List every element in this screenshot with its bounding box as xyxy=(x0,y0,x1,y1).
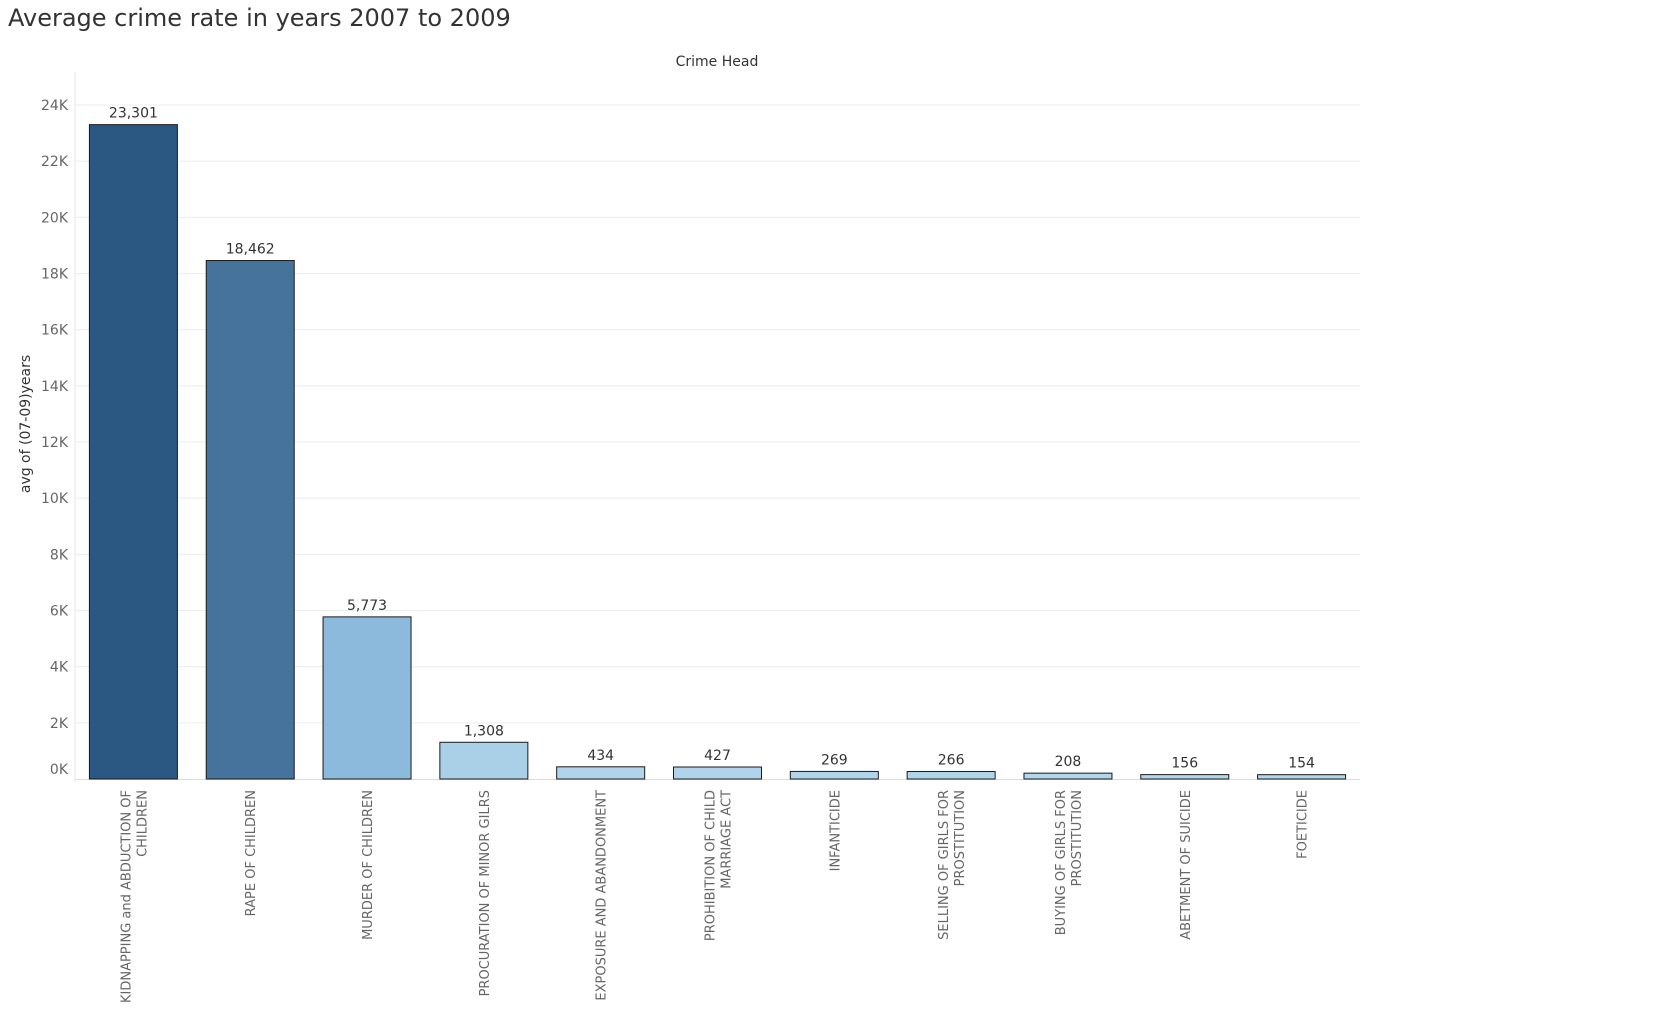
x-category-label-line: SELLING OF GIRLS FOR xyxy=(937,790,952,940)
x-category-label: PROCURATION OF MINOR GILRS xyxy=(478,790,493,996)
x-category-label: RAPE OF CHILDREN xyxy=(244,790,259,916)
x-category-label-line: KIDNAPPING and ABDUCTION OF xyxy=(119,790,134,1003)
y-tick-label: 0K xyxy=(50,762,69,778)
x-category-label: PROHIBITION OF CHILDMARRIAGE ACT xyxy=(704,790,735,941)
x-category-label: MURDER OF CHILDREN xyxy=(361,790,376,940)
y-tick-label: 22K xyxy=(41,154,69,170)
y-tick-label: 10K xyxy=(41,491,69,507)
x-category-label: SELLING OF GIRLS FORPROSTITUTION xyxy=(937,790,968,940)
y-tick-label: 8K xyxy=(50,547,69,563)
y-tick-label: 18K xyxy=(41,267,69,283)
bar-value-label: 18,462 xyxy=(226,242,275,258)
bar xyxy=(205,260,295,780)
bar xyxy=(673,766,762,780)
bar-value-label: 23,301 xyxy=(109,106,158,122)
x-category-label: BUYING OF GIRLS FORPROSTITUTION xyxy=(1054,790,1085,935)
y-axis-title: avg of (07-09)years xyxy=(18,355,34,493)
y-tick-label: 16K xyxy=(41,323,69,339)
bar xyxy=(88,124,178,780)
x-category-label-line: MURDER OF CHILDREN xyxy=(361,790,376,940)
x-category-label-line: PROSTITUTION xyxy=(953,790,968,886)
bar-value-label: 208 xyxy=(1055,754,1082,770)
bar-value-label: 1,308 xyxy=(464,723,504,739)
bar-value-label: 434 xyxy=(587,748,614,764)
bar xyxy=(1257,774,1347,780)
chart-title: Average crime rate in years 2007 to 2009 xyxy=(8,4,511,32)
y-tick-label: 2K xyxy=(50,716,69,732)
bar xyxy=(556,766,646,780)
y-tick-label: 14K xyxy=(41,379,69,395)
bar xyxy=(906,771,996,780)
bar-value-label: 427 xyxy=(704,748,731,764)
x-category-label-line: CHILDREN xyxy=(135,790,150,857)
x-category-label-line: FOETICIDE xyxy=(1296,790,1311,859)
bar xyxy=(439,741,529,780)
y-tick-label: 20K xyxy=(41,210,69,226)
x-category-label-line: ABETMENT OF SUICIDE xyxy=(1179,790,1194,940)
x-category-label: INFANTICIDE xyxy=(828,790,843,871)
y-tick-label: 6K xyxy=(50,604,69,620)
bar xyxy=(1140,774,1230,780)
x-category-label-line: PROCURATION OF MINOR GILRS xyxy=(478,790,493,996)
x-category-label-line: INFANTICIDE xyxy=(828,790,843,871)
bar xyxy=(789,770,879,780)
y-tick-label: 12K xyxy=(41,435,69,451)
x-category-label: FOETICIDE xyxy=(1296,790,1311,859)
bar-value-label: 156 xyxy=(1171,756,1198,772)
y-tick-label: 24K xyxy=(41,98,69,114)
bar-value-label: 269 xyxy=(821,752,848,768)
bar-value-label: 266 xyxy=(938,753,965,769)
bar xyxy=(1023,772,1113,780)
x-category-label-line: MARRIAGE ACT xyxy=(720,790,735,889)
x-category-label-line: PROHIBITION OF CHILD xyxy=(704,790,719,941)
y-tick-label: 4K xyxy=(50,660,69,676)
x-category-label: KIDNAPPING and ABDUCTION OFCHILDREN xyxy=(119,790,150,1003)
x-category-label-line: PROSTITUTION xyxy=(1070,790,1085,886)
bar-value-label: 154 xyxy=(1288,756,1315,772)
x-category-label-line: RAPE OF CHILDREN xyxy=(244,790,259,916)
x-category-label-line: BUYING OF GIRLS FOR xyxy=(1054,790,1069,935)
x-category-label-line: EXPOSURE AND ABANDONMENT xyxy=(595,790,610,1001)
bar xyxy=(322,616,412,780)
x-category-label: ABETMENT OF SUICIDE xyxy=(1179,790,1194,940)
column-header: Crime Head xyxy=(676,54,759,70)
bar-value-label: 5,773 xyxy=(347,598,387,614)
x-category-label: EXPOSURE AND ABANDONMENT xyxy=(595,790,610,1001)
